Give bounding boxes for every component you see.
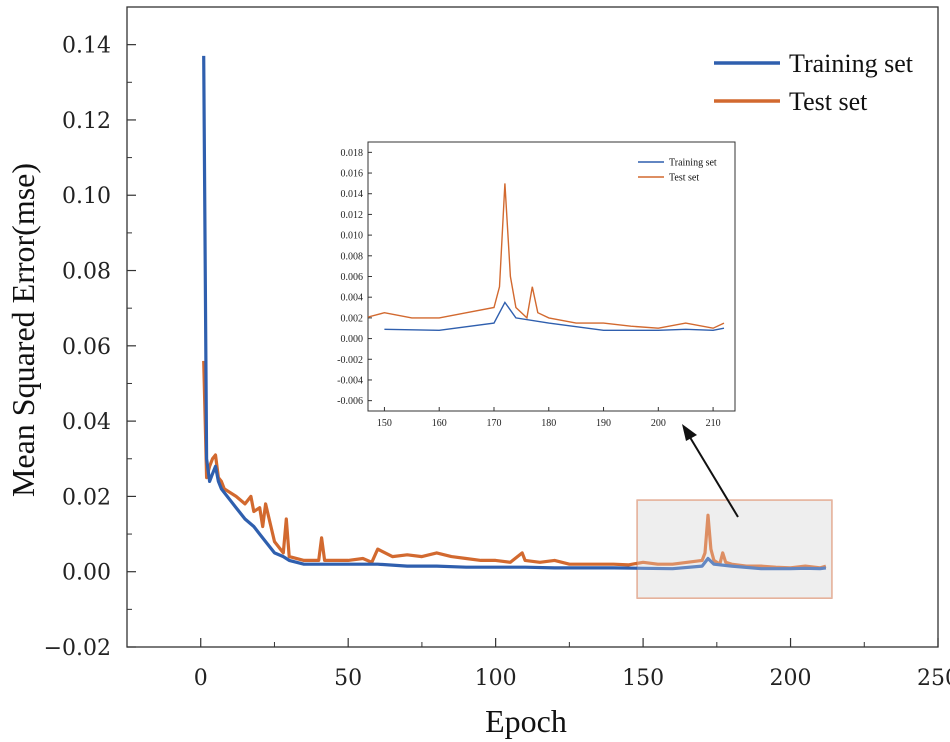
inset-y-tick-label: -0.002 <box>337 355 363 366</box>
y-tick-label: 0.04 <box>62 410 111 435</box>
y-tick-label: −0.02 <box>44 636 111 661</box>
inset-x-tick-label: 150 <box>377 418 392 429</box>
legend-label: Training set <box>789 49 914 78</box>
x-tick-label: 250 <box>917 666 950 691</box>
series-line-training-set <box>202 55 827 571</box>
y-axis-title: Mean Squared Error(mse) <box>5 163 41 497</box>
inset-series-line-test-set <box>368 183 725 329</box>
main-axes: 0 50 100 150 200 250 −0.02 0.00 0.02 0.04 0.06 0.08… <box>44 6 950 691</box>
zoom-arrow <box>682 424 739 518</box>
inset-frame <box>367 141 736 412</box>
y-tick-label: 0.00 <box>62 561 111 586</box>
inset-y-tick-label: 0.016 <box>341 169 364 180</box>
inset-legend-label: Training set <box>669 158 717 169</box>
x-tick-label: 200 <box>770 666 812 691</box>
zoom-arrow-line <box>687 433 739 518</box>
inset-y-tick-label: 0.008 <box>341 251 364 262</box>
plot-frame <box>126 6 939 648</box>
inset-x-tick-label: 170 <box>486 418 501 429</box>
inset-x-tick-label: 190 <box>596 418 611 429</box>
inset-y-tick-label: 0.004 <box>341 293 364 304</box>
series-line-test-set <box>202 360 827 570</box>
highlight-region <box>636 499 833 599</box>
inset-y-tick-label: -0.004 <box>337 375 363 386</box>
inset-x-tick-label: 180 <box>541 418 556 429</box>
x-tick-label: 100 <box>475 666 517 691</box>
x-axis-title: Epoch <box>485 703 567 739</box>
zoom-region-box <box>636 499 833 599</box>
inset-y-tick-label: 0.018 <box>341 148 364 159</box>
y-tick-label: 0.06 <box>62 335 111 360</box>
x-tick-label: 150 <box>622 666 664 691</box>
main-plot-lines <box>202 55 832 599</box>
y-tick-label: 0.14 <box>62 34 111 59</box>
legend: Training set Test set <box>714 49 914 116</box>
zoom-region-overlay <box>637 500 832 599</box>
inset-x-tick-label: 210 <box>706 418 721 429</box>
y-tick-label: 0.02 <box>62 485 111 510</box>
legend-label: Test set <box>789 87 868 116</box>
x-tick-label: 50 <box>334 666 362 691</box>
y-tick-label: 0.10 <box>62 184 111 209</box>
inset-y-tick-label: 0.002 <box>341 313 364 324</box>
inset-legend-label: Test set <box>669 173 699 184</box>
y-tick-label: 0.12 <box>62 109 111 134</box>
inset-y-tick-label: -0.006 <box>337 396 363 407</box>
inset-y-tick-label: 0.014 <box>341 189 364 200</box>
inset-y-tick-label: 0.006 <box>341 272 364 283</box>
inset-lines <box>368 183 725 332</box>
inset-y-tick-label: 0.000 <box>341 334 364 345</box>
inset-chart: 150 160 170 180 190 200 210 -0.006 -0.004 -0.002 0… <box>337 141 739 518</box>
inset-y-tick-label: 0.012 <box>341 210 364 221</box>
zoom-arrow-head <box>682 424 697 441</box>
inset-x-tick-label: 160 <box>432 418 447 429</box>
inset-x-tick-label: 200 <box>651 418 666 429</box>
inset-y-tick-label: 0.010 <box>341 231 364 242</box>
y-tick-label: 0.08 <box>62 260 111 285</box>
inset-series-line-training-set <box>384 301 725 332</box>
x-tick-label: 0 <box>194 666 208 691</box>
